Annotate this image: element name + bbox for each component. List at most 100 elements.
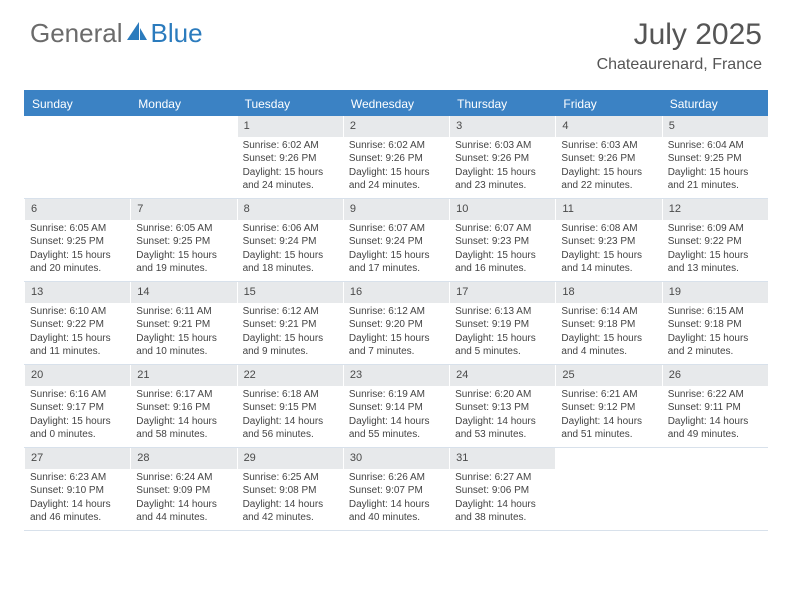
week-row: 13Sunrise: 6:10 AMSunset: 9:22 PMDayligh…: [24, 282, 768, 365]
day-body: Sunrise: 6:26 AMSunset: 9:07 PMDaylight:…: [343, 469, 449, 529]
day-body: Sunrise: 6:07 AMSunset: 9:24 PMDaylight:…: [343, 220, 449, 280]
day-number: 23: [343, 365, 449, 386]
daylight-line: Daylight: 15 hours and 22 minutes.: [561, 166, 655, 193]
day-number: 20: [24, 365, 130, 386]
logo-text-2: Blue: [151, 18, 203, 49]
sunrise-line: Sunrise: 6:25 AM: [243, 471, 337, 485]
dow-cell: Saturday: [662, 92, 768, 116]
day-number: 18: [555, 282, 661, 303]
sunrise-line: Sunrise: 6:10 AM: [30, 305, 124, 319]
day-number: 2: [343, 116, 449, 137]
day-number: 14: [130, 282, 236, 303]
sunset-line: Sunset: 9:22 PM: [668, 235, 762, 249]
sunset-line: Sunset: 9:15 PM: [243, 401, 337, 415]
sunset-line: Sunset: 9:24 PM: [243, 235, 337, 249]
dow-cell: Monday: [130, 92, 236, 116]
day-number: 28: [130, 448, 236, 469]
sunrise-line: Sunrise: 6:05 AM: [136, 222, 230, 236]
day-number: 8: [237, 199, 343, 220]
day-body: Sunrise: 6:05 AMSunset: 9:25 PMDaylight:…: [24, 220, 130, 280]
sunrise-line: Sunrise: 6:02 AM: [243, 139, 337, 153]
daylight-line: Daylight: 15 hours and 24 minutes.: [243, 166, 337, 193]
day-body: Sunrise: 6:21 AMSunset: 9:12 PMDaylight:…: [555, 386, 661, 446]
sunset-line: Sunset: 9:25 PM: [30, 235, 124, 249]
day-body: Sunrise: 6:04 AMSunset: 9:25 PMDaylight:…: [662, 137, 768, 197]
day-cell: 2Sunrise: 6:02 AMSunset: 9:26 PMDaylight…: [343, 116, 449, 198]
sunset-line: Sunset: 9:14 PM: [349, 401, 443, 415]
day-number: 31: [449, 448, 555, 469]
day-cell: 26Sunrise: 6:22 AMSunset: 9:11 PMDayligh…: [662, 365, 768, 447]
day-cell: 30Sunrise: 6:26 AMSunset: 9:07 PMDayligh…: [343, 448, 449, 530]
day-cell: [24, 116, 130, 198]
location-label: Chateaurenard, France: [597, 56, 762, 74]
sunset-line: Sunset: 9:22 PM: [30, 318, 124, 332]
sunset-line: Sunset: 9:17 PM: [30, 401, 124, 415]
day-cell: 18Sunrise: 6:14 AMSunset: 9:18 PMDayligh…: [555, 282, 661, 364]
day-cell: 13Sunrise: 6:10 AMSunset: 9:22 PMDayligh…: [24, 282, 130, 364]
day-number: 27: [24, 448, 130, 469]
sunrise-line: Sunrise: 6:19 AM: [349, 388, 443, 402]
dow-cell: Sunday: [24, 92, 130, 116]
sunrise-line: Sunrise: 6:16 AM: [30, 388, 124, 402]
day-cell: 8Sunrise: 6:06 AMSunset: 9:24 PMDaylight…: [237, 199, 343, 281]
sunset-line: Sunset: 9:08 PM: [243, 484, 337, 498]
sunset-line: Sunset: 9:25 PM: [136, 235, 230, 249]
day-number: 11: [555, 199, 661, 220]
sunset-line: Sunset: 9:06 PM: [455, 484, 549, 498]
sunrise-line: Sunrise: 6:23 AM: [30, 471, 124, 485]
day-body: Sunrise: 6:17 AMSunset: 9:16 PMDaylight:…: [130, 386, 236, 446]
sunset-line: Sunset: 9:07 PM: [349, 484, 443, 498]
daylight-line: Daylight: 15 hours and 20 minutes.: [30, 249, 124, 276]
day-cell: 10Sunrise: 6:07 AMSunset: 9:23 PMDayligh…: [449, 199, 555, 281]
day-cell: 25Sunrise: 6:21 AMSunset: 9:12 PMDayligh…: [555, 365, 661, 447]
day-number: 15: [237, 282, 343, 303]
daylight-line: Daylight: 14 hours and 51 minutes.: [561, 415, 655, 442]
week-row: 27Sunrise: 6:23 AMSunset: 9:10 PMDayligh…: [24, 448, 768, 531]
week-row: 1Sunrise: 6:02 AMSunset: 9:26 PMDaylight…: [24, 116, 768, 199]
sunset-line: Sunset: 9:13 PM: [455, 401, 549, 415]
sunrise-line: Sunrise: 6:06 AM: [243, 222, 337, 236]
calendar: SundayMondayTuesdayWednesdayThursdayFrid…: [24, 90, 768, 531]
day-body: Sunrise: 6:24 AMSunset: 9:09 PMDaylight:…: [130, 469, 236, 529]
logo-text-1: General: [30, 18, 123, 49]
day-number: 16: [343, 282, 449, 303]
title-block: July 2025 Chateaurenard, France: [597, 18, 762, 74]
day-cell: 20Sunrise: 6:16 AMSunset: 9:17 PMDayligh…: [24, 365, 130, 447]
day-cell: [555, 448, 661, 530]
day-number: 5: [662, 116, 768, 137]
sunrise-line: Sunrise: 6:03 AM: [455, 139, 549, 153]
day-body: Sunrise: 6:06 AMSunset: 9:24 PMDaylight:…: [237, 220, 343, 280]
day-number: [24, 116, 130, 137]
sunset-line: Sunset: 9:19 PM: [455, 318, 549, 332]
daylight-line: Daylight: 15 hours and 24 minutes.: [349, 166, 443, 193]
day-body: Sunrise: 6:18 AMSunset: 9:15 PMDaylight:…: [237, 386, 343, 446]
sunset-line: Sunset: 9:26 PM: [243, 152, 337, 166]
day-body: Sunrise: 6:27 AMSunset: 9:06 PMDaylight:…: [449, 469, 555, 529]
sunrise-line: Sunrise: 6:18 AM: [243, 388, 337, 402]
day-cell: 14Sunrise: 6:11 AMSunset: 9:21 PMDayligh…: [130, 282, 236, 364]
day-body: Sunrise: 6:08 AMSunset: 9:23 PMDaylight:…: [555, 220, 661, 280]
sunset-line: Sunset: 9:23 PM: [455, 235, 549, 249]
day-number: 22: [237, 365, 343, 386]
page-header: General Blue July 2025 Chateaurenard, Fr…: [0, 0, 792, 82]
day-cell: 22Sunrise: 6:18 AMSunset: 9:15 PMDayligh…: [237, 365, 343, 447]
day-number: 12: [662, 199, 768, 220]
day-cell: 19Sunrise: 6:15 AMSunset: 9:18 PMDayligh…: [662, 282, 768, 364]
sunset-line: Sunset: 9:20 PM: [349, 318, 443, 332]
daylight-line: Daylight: 15 hours and 19 minutes.: [136, 249, 230, 276]
day-body: Sunrise: 6:03 AMSunset: 9:26 PMDaylight:…: [555, 137, 661, 197]
day-cell: 6Sunrise: 6:05 AMSunset: 9:25 PMDaylight…: [24, 199, 130, 281]
dow-cell: Friday: [555, 92, 661, 116]
sunrise-line: Sunrise: 6:17 AM: [136, 388, 230, 402]
day-body: Sunrise: 6:02 AMSunset: 9:26 PMDaylight:…: [343, 137, 449, 197]
daylight-line: Daylight: 14 hours and 46 minutes.: [30, 498, 124, 525]
day-cell: 17Sunrise: 6:13 AMSunset: 9:19 PMDayligh…: [449, 282, 555, 364]
day-body: Sunrise: 6:05 AMSunset: 9:25 PMDaylight:…: [130, 220, 236, 280]
day-number: 21: [130, 365, 236, 386]
day-number: 3: [449, 116, 555, 137]
day-number: 26: [662, 365, 768, 386]
daylight-line: Daylight: 15 hours and 16 minutes.: [455, 249, 549, 276]
day-number: 29: [237, 448, 343, 469]
day-body: Sunrise: 6:22 AMSunset: 9:11 PMDaylight:…: [662, 386, 768, 446]
daylight-line: Daylight: 14 hours and 44 minutes.: [136, 498, 230, 525]
